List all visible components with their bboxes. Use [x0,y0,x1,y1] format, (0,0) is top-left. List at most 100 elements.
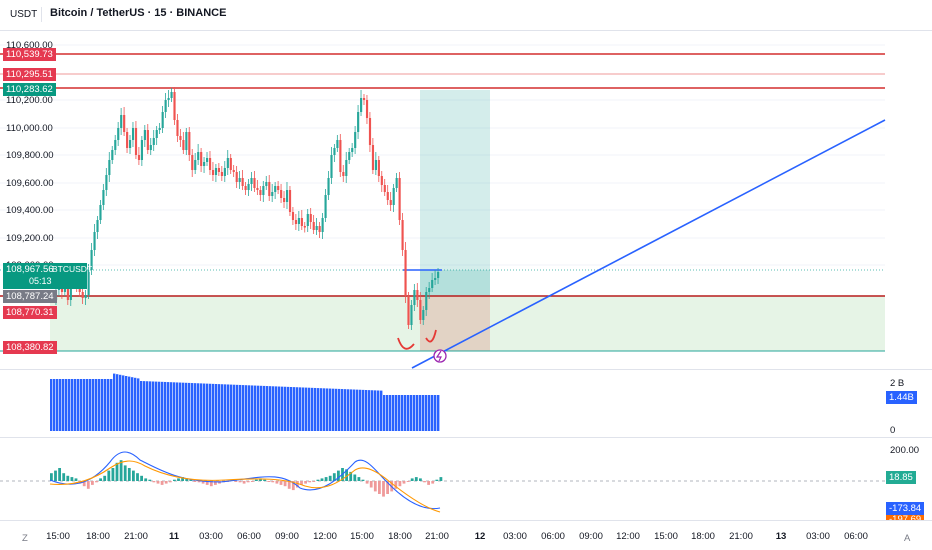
candle-body [90,250,93,270]
volume-bar [284,386,287,431]
volume-bar [188,382,191,431]
candle-body [105,175,108,190]
time-tick: 15:00 [350,531,374,542]
candle-body [312,222,315,230]
volume-bar [164,381,167,431]
time-tick: 18:00 [388,531,412,542]
volume-bar [404,395,407,431]
volume-bar [341,389,344,431]
volume-bar [140,381,143,431]
price-tag-red: 110,539.73 [3,48,56,61]
volume-bar [170,382,173,431]
macd-histogram-bar [197,481,201,483]
volume-bar [365,390,368,431]
volume-bar [56,379,59,431]
macd-histogram-bar [337,470,340,481]
volume-bars [50,373,440,431]
candle-body [265,182,268,186]
candle-body [368,118,372,145]
candle-body [244,186,247,190]
volume-bar [359,389,362,431]
candle-body [294,220,298,224]
macd-histogram-bar [394,481,398,489]
volume-bar [68,379,71,431]
volume-bar [80,379,83,431]
currency-button[interactable]: USDT [6,7,43,22]
volume-bar [416,395,419,431]
candle-body [315,226,318,230]
auto-scale-icon[interactable]: A [904,533,911,544]
candle-body [386,192,389,200]
candle-body [374,160,378,170]
top-toolbar: USDT Bitcoin / TetherUS · 15 · BINANCE [0,0,932,31]
volume-bar [209,383,212,431]
macd-histogram-bar [140,475,143,481]
macd-histogram-bar [70,477,74,481]
time-tick: 13 [775,531,787,542]
candle-body [309,214,312,222]
candle-body [357,112,360,132]
macd-histogram-bar [111,468,115,481]
volume-bar [203,383,206,431]
candle-body [143,130,146,140]
candle-body [330,155,333,178]
volume-bar [410,395,413,431]
volume-bar [110,379,113,431]
volume-bar [95,379,98,431]
candle-body [208,158,212,170]
macd-histogram-bar [291,481,295,491]
macd-histogram-bar [205,481,209,485]
volume-bar [158,381,161,431]
macd-histogram-bar [263,479,266,481]
candle-body [96,220,99,232]
macd-histogram-bar [181,477,184,481]
candle-body [161,112,164,128]
macd-histogram-bar [431,481,435,484]
price-tag-red: 108,770.31 [3,306,57,319]
volume-bar [119,374,122,431]
macd-histogram-bar [382,481,385,497]
time-tick: 18:00 [691,531,715,542]
macd-histogram-bar [201,481,205,484]
candle-body [99,205,102,220]
volume-bar [401,395,404,431]
candle-body [365,100,369,118]
volume-bar [251,385,254,431]
candle-body [191,155,194,170]
volume-bar [65,379,68,431]
current-price: 108,967.56 [6,264,54,275]
macd-histogram-bar [419,478,422,481]
volume-bar [176,382,179,431]
time-tick: 03:00 [199,531,223,542]
candle-body [182,140,185,150]
candle-body [262,186,265,195]
panel-separator[interactable] [0,369,932,370]
candle-body [392,188,395,205]
volume-bar [134,377,137,431]
candle-body [203,162,206,166]
macd-histogram-bar [160,481,164,485]
candle-body [360,98,363,112]
candle-body [173,92,176,120]
price-tick: 110,200.00 [6,95,53,106]
volume-bar [326,388,329,431]
time-tick: 11 [168,531,180,542]
macd-histogram-bar [66,475,70,481]
volume-bar [314,387,317,431]
candle-body [280,190,283,198]
volume-bar [167,382,170,431]
volume-bar [221,384,224,431]
volume-bar [323,388,326,431]
macd-histogram-bar [316,479,320,481]
volume-bar [296,387,299,431]
panel-separator[interactable] [0,437,932,438]
timezone-icon[interactable]: Z [22,533,28,544]
macd-histogram-bar [373,481,377,492]
volume-bar [428,395,431,431]
candle-body [362,98,366,100]
volume-bar [59,379,62,431]
macd-histogram-bar [115,462,119,481]
time-tick: 03:00 [503,531,527,542]
volume-bar [263,385,266,431]
